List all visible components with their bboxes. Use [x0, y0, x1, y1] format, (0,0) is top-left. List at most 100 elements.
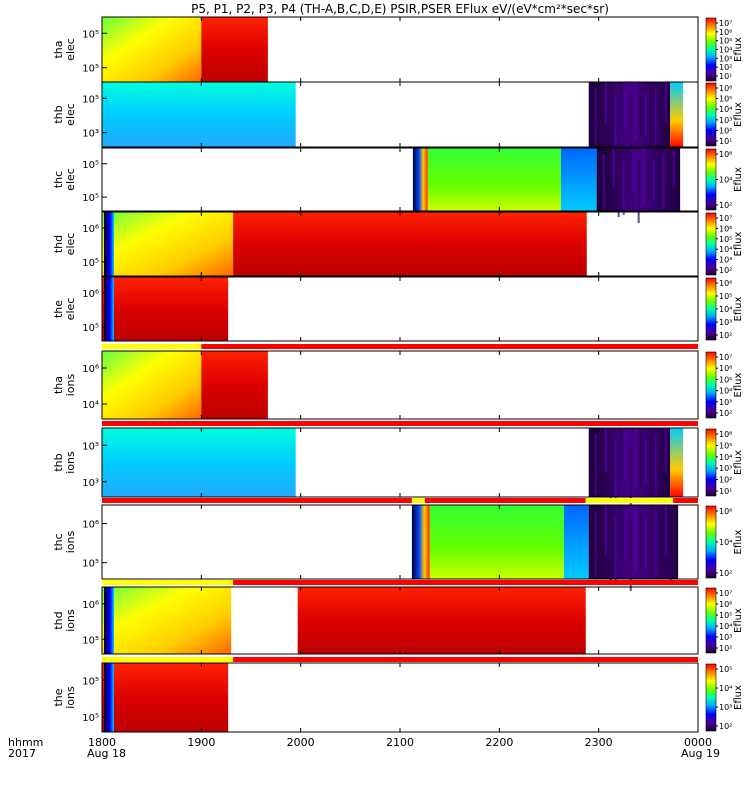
noise-streak: [639, 88, 642, 137]
colorbar: [705, 663, 717, 732]
y-tick-label: 10⁵: [82, 635, 99, 646]
y-tick-label: 10⁵: [82, 193, 99, 204]
colorbar-tick-label: 10⁴: [719, 105, 732, 114]
noise-streak: [649, 505, 652, 579]
panel-species-label: elec: [64, 38, 77, 61]
colorbar-tick-label: 10⁵: [719, 665, 732, 674]
onset-edge: [104, 212, 114, 276]
y-tick-label: 10³: [82, 129, 99, 140]
colorbar-tick-label: 10³: [719, 116, 732, 125]
noise-streak: [589, 428, 592, 497]
y-tick-label: 10⁵: [82, 559, 99, 570]
colorbar-tick-label: 10¹: [719, 487, 732, 496]
panel-species-label: elec: [64, 168, 77, 191]
panel-9: thd ions 10⁶ 10⁵ 10⁷ 10⁶ 10⁵ 10⁴ 10³ 10² Eflux: [52, 586, 744, 655]
mode-bar-segment: [102, 498, 412, 503]
noise-streak: [594, 434, 597, 495]
time-axis-unit-label: hhmm: [8, 736, 43, 749]
time-tick-label: 0000: [684, 736, 712, 749]
colorbar-label: Eflux: [733, 450, 744, 475]
colorbar-tick-label: 10³: [719, 398, 732, 407]
noise-streak: [619, 82, 622, 131]
noise-streak: [647, 154, 650, 201]
panel-probe-label: thc: [52, 171, 65, 188]
colorbar: [705, 148, 717, 211]
panel-10: the ions 10⁵ 10⁵ 10⁵ 10⁴ 10³ 10² Eflux: [52, 662, 744, 733]
mode-bar: [102, 498, 698, 503]
mode-bar-segment: [424, 498, 586, 503]
noise-streak: [659, 94, 662, 143]
y-tick-label: 10⁵: [82, 94, 99, 105]
spectrogram-block: [670, 428, 684, 497]
colorbar-tick-label: 10⁵: [719, 235, 732, 244]
colorbar-tick-label: 10²: [719, 476, 732, 485]
colorbar: [705, 587, 717, 654]
noise-streak: [609, 434, 612, 503]
y-tick-label: 10⁶: [82, 364, 99, 375]
noise-streak: [589, 82, 592, 147]
colorbar-tick-label: 10²: [719, 409, 732, 418]
mode-bar: [102, 657, 698, 662]
panel-species-label: ions: [64, 530, 77, 553]
colorbar-tick-label: 10³: [719, 703, 732, 712]
figure-title: P5, P1, P2, P3, P4 (TH-A,B,C,D,E) PSIR,P…: [191, 2, 609, 16]
noise-streak: [637, 160, 640, 223]
colorbar-tick-label: 10⁴: [719, 453, 732, 462]
time-tick-label: 1900: [187, 736, 215, 749]
colorbar: [705, 212, 717, 276]
noise-streak: [589, 505, 592, 579]
noise-streak: [624, 434, 627, 479]
time-tick-label: 2300: [585, 736, 613, 749]
noise-streak: [632, 154, 635, 193]
noise-streak: [649, 82, 652, 147]
time-tick-label: 2200: [485, 736, 513, 749]
colorbar-tick-label: 10⁴: [719, 538, 732, 547]
panel-species-label: ions: [64, 609, 77, 632]
y-tick-label: 10⁶: [82, 289, 99, 300]
mode-bar-segment: [102, 580, 234, 585]
noise-streak: [599, 440, 602, 493]
panel-7: thb ions 10⁵ 10³ 10⁶ 10⁵ 10⁴ 10³ 10² 10¹ Eflux: [52, 427, 744, 509]
panel-probe-label: thc: [52, 533, 65, 550]
colorbar-tick-label: 10³: [719, 256, 732, 265]
colorbar-tick-label: 10⁵: [719, 95, 732, 104]
panels-group: tha elec10⁵10⁵10⁷10⁶10⁵10⁴10³10²10¹Efluxt…: [52, 16, 744, 733]
noise-streak: [669, 511, 672, 585]
mode-bar-segment: [233, 657, 698, 662]
noise-streak: [622, 160, 625, 215]
panel-species-label: ions: [64, 686, 77, 709]
colorbar-tick-label: 10⁷: [719, 214, 732, 223]
spectrogram-block: [201, 351, 268, 419]
colorbar-tick-label: 10⁷: [719, 589, 732, 598]
spectrogram-block: [102, 212, 234, 276]
colorbar-tick-label: 10⁴: [719, 46, 732, 55]
noise-streak: [639, 434, 642, 487]
spectrogram-block: [102, 351, 202, 419]
noise-streak: [602, 154, 605, 209]
colorbar-tick-label: 10⁵: [719, 292, 732, 301]
colorbar-tick-label: 10²: [719, 569, 732, 578]
noise-streak: [614, 94, 617, 151]
noise-streak: [644, 94, 647, 135]
colorbar: [705, 428, 717, 497]
mode-bar: [102, 344, 699, 349]
mode-bar-segment: [585, 498, 674, 503]
colorbar: [705, 505, 717, 579]
noise-streak: [644, 440, 647, 485]
colorbar-tick-label: 10⁴: [719, 622, 732, 631]
colorbar-tick-label: 10⁶: [719, 224, 732, 233]
colorbar-label: Eflux: [733, 37, 744, 62]
panel-probe-label: tha: [52, 40, 65, 58]
y-tick-label: 10⁵: [82, 29, 99, 40]
spectrogram-block: [201, 17, 268, 82]
time-axis-date-start: Aug 18: [87, 747, 126, 760]
noise-streak: [604, 82, 607, 123]
spectrogram-block: [588, 505, 679, 579]
mode-bar-segment: [233, 580, 698, 585]
spectrogram-block: [412, 148, 428, 211]
panel-8: thc ions 10⁶ 10⁵ 10⁶ 10⁴ 10² Eflux: [52, 504, 744, 591]
colorbar-tick-label: 10⁵: [719, 375, 732, 384]
y-tick-label: 10⁴: [82, 400, 99, 411]
colorbar-tick-label: 10³: [719, 54, 732, 63]
